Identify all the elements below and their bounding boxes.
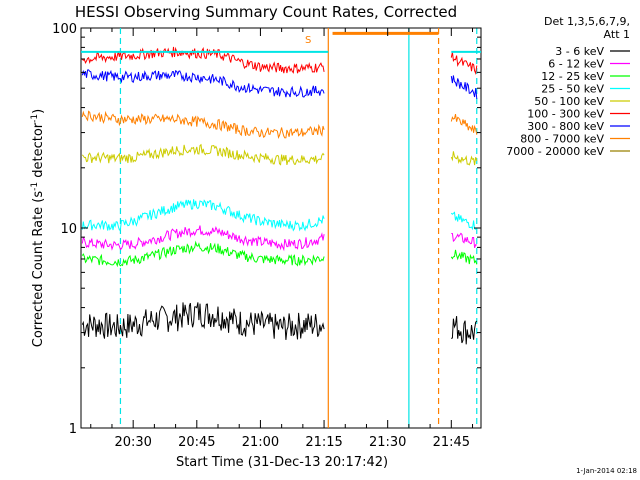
series-8-segment-1: [81, 110, 325, 139]
series-8: [81, 110, 478, 139]
x-tick-label: 21:45: [433, 435, 470, 450]
series-3-segment-1: [81, 240, 325, 268]
y-tick-label: 100: [52, 22, 77, 37]
x-tick-label: 21:30: [369, 435, 406, 450]
legend-label-1: 3 - 6 keV: [555, 45, 604, 58]
plot-area: [80, 27, 482, 429]
series-5-segment-2: [450, 151, 478, 166]
x-tick-label: 21:15: [305, 435, 342, 450]
series-7-segment-1: [81, 69, 325, 98]
legend-label-2: 6 - 12 keV: [548, 58, 604, 71]
series-8-segment-2: [450, 113, 478, 135]
series-2-segment-1: [81, 225, 325, 252]
legend-label-7: 300 - 800 keV: [527, 120, 604, 133]
chart-title: HESSI Observing Summary Count Rates, Cor…: [75, 3, 457, 21]
state-lines: [81, 31, 481, 53]
series-7-segment-2: [450, 75, 478, 99]
series-4-segment-1: [81, 199, 325, 232]
series-2-segment-2: [451, 232, 477, 248]
legend-label-8: 800 - 7000 keV: [520, 133, 604, 146]
legend-label-9: 7000 - 20000 keV: [506, 145, 604, 158]
y-tick-label: 1: [69, 422, 77, 437]
legend-label-3: 12 - 25 keV: [541, 70, 604, 83]
series-7: [81, 69, 478, 99]
legend-label-4: 25 - 50 keV: [541, 83, 604, 96]
series-layer: [81, 46, 478, 345]
x-tick-label: 20:45: [178, 435, 215, 450]
y-tick-label: 10: [60, 222, 77, 237]
x-axis-title: Start Time (31-Dec-13 20:17:42): [176, 455, 388, 470]
timestamp: 1-Jan-2014 02:18: [576, 467, 637, 475]
series-4: [81, 199, 478, 232]
series-5: [81, 143, 478, 166]
flag-label: S: [305, 35, 311, 46]
series-1: [81, 302, 478, 345]
legend-title-line-2: Att 1: [604, 28, 630, 41]
series-3: [81, 240, 478, 268]
x-tick-label: 20:30: [114, 435, 151, 450]
x-tick-label: 21:00: [242, 435, 279, 450]
series-1-segment-2: [451, 316, 478, 345]
series-2: [81, 225, 477, 252]
series-1-segment-1: [81, 302, 325, 340]
legend-label-6: 100 - 300 keV: [527, 108, 604, 121]
legend-title-line-1: Det 1,3,5,6,7,9,: [544, 15, 630, 28]
series-3-segment-2: [450, 249, 478, 265]
y-axis-title: Corrected Count Rate (s-1 detector-1): [30, 109, 46, 347]
series-6: [81, 46, 478, 75]
series-4-segment-2: [450, 211, 478, 231]
series-5-segment-1: [81, 143, 325, 166]
series-6-segment-2: [450, 52, 478, 75]
series-6-segment-1: [81, 46, 325, 74]
axes: 1 10 100 20:30 20:45 21:00 21:15 21:30 21:45: [52, 22, 481, 450]
legend-label-5: 50 - 100 keV: [534, 95, 604, 108]
